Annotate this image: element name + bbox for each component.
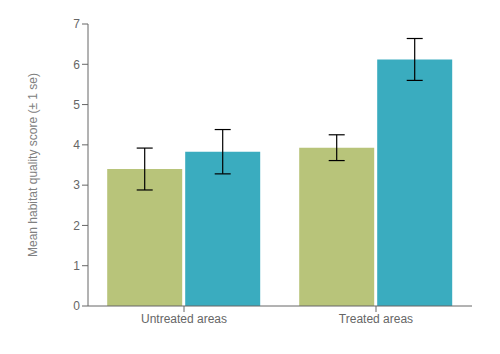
- svg-text:Mean habitat quality score (±: Mean habitat quality score (± 1 se): [26, 73, 40, 257]
- svg-text:0: 0: [73, 299, 80, 313]
- svg-text:4: 4: [73, 138, 80, 152]
- svg-text:2: 2: [73, 219, 80, 233]
- svg-text:6: 6: [73, 58, 80, 72]
- svg-text:1: 1: [73, 259, 80, 273]
- svg-text:7: 7: [73, 17, 80, 31]
- svg-text:5: 5: [73, 98, 80, 112]
- svg-text:Untreated areas: Untreated areas: [141, 312, 227, 326]
- svg-text:Treated areas: Treated areas: [339, 312, 413, 326]
- svg-text:3: 3: [73, 178, 80, 192]
